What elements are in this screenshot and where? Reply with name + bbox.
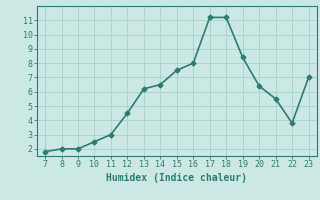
X-axis label: Humidex (Indice chaleur): Humidex (Indice chaleur) [106, 173, 247, 183]
